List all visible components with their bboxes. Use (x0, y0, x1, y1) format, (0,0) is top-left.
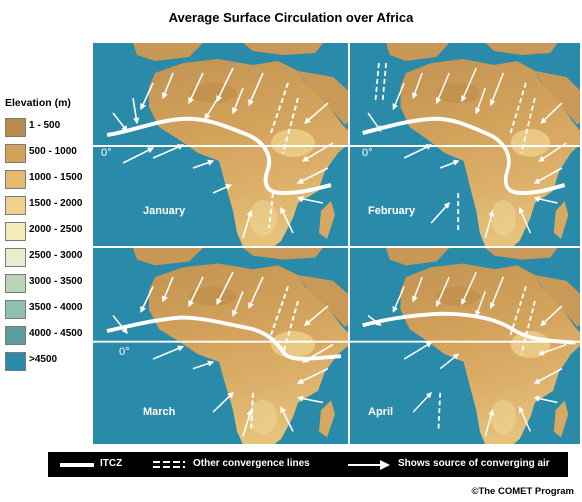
key-convergence-label: Other convergence lines (193, 458, 310, 469)
map-panel-january: 0° January (93, 43, 348, 246)
legend-label: 3000 - 3500 (29, 276, 83, 287)
legend-swatch (5, 222, 26, 241)
convergence-line (268, 82, 299, 229)
legend-swatch (5, 326, 26, 345)
wind-arrows (367, 67, 567, 239)
map-key: ITCZ Other convergence lines Shows sourc… (48, 452, 568, 477)
itcz-line (106, 315, 342, 361)
legend-swatch (5, 118, 26, 137)
itcz-line (106, 116, 332, 196)
credit-text: ©The COMET Program (471, 486, 574, 497)
legend-label: 1 - 500 (29, 120, 61, 131)
legend-label: 2500 - 3000 (29, 250, 83, 261)
month-label: March (143, 406, 176, 418)
africa-map (350, 43, 580, 246)
key-itcz-label: ITCZ (100, 458, 123, 469)
map-panel-february: 0° February (350, 43, 580, 246)
convergence-line (374, 62, 536, 233)
legend-label: 2000 - 2500 (29, 224, 83, 235)
legend-label: 1000 - 1500 (29, 172, 83, 183)
equator-label: 0° (119, 346, 130, 358)
itcz-line (362, 116, 566, 196)
legend-swatch (5, 352, 26, 371)
key-source-label: Shows source of converging air (398, 458, 550, 469)
wind-arrows (112, 271, 334, 437)
legend-swatch (5, 144, 26, 163)
legend-swatch (5, 248, 26, 267)
africa-map (93, 248, 348, 444)
map-panel-march: 0° March (93, 248, 348, 444)
equator-label: 0° (362, 147, 373, 159)
legend-label: 3500 - 4000 (29, 302, 83, 313)
month-label: April (368, 406, 394, 418)
legend-swatch (5, 300, 26, 319)
legend-label: 1500 - 2000 (29, 198, 83, 209)
equator-label: 0° (101, 147, 112, 159)
legend-title: Elevation (m) (5, 97, 71, 109)
legend-label: >4500 (29, 354, 58, 365)
africa-map (93, 43, 348, 246)
legend-swatch (5, 196, 26, 215)
legend-swatch (5, 274, 26, 293)
key-symbols (60, 460, 390, 470)
wind-arrows (112, 67, 334, 239)
month-label: January (143, 205, 186, 217)
legend-label: 4000 - 4500 (29, 328, 83, 339)
legend-swatch (5, 170, 26, 189)
month-label: February (368, 205, 416, 217)
wind-arrows (367, 271, 567, 437)
map-panel-april: April (350, 248, 580, 444)
africa-map (350, 248, 580, 444)
convergence-line (437, 286, 536, 432)
map-title: Average Surface Circulation over Africa (168, 10, 414, 25)
legend-label: 500 - 1000 (29, 146, 77, 157)
